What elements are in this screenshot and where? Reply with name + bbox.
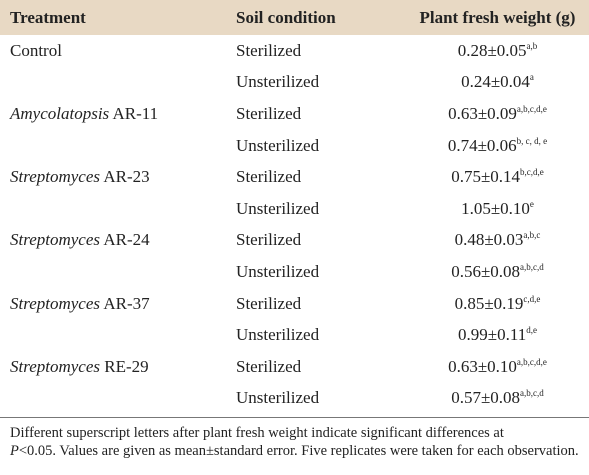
genus: Streptomyces <box>10 230 101 250</box>
weight: 0.63±0.09 <box>448 103 517 123</box>
footnote: Different superscript letters after plan… <box>0 417 589 460</box>
strain: AR-23 <box>103 167 150 187</box>
significance: b, c, d, e <box>516 135 548 146</box>
treatment-cell <box>0 256 236 288</box>
strain: RE-29 <box>104 356 149 376</box>
soil-condition: Unsterilized <box>236 388 320 408</box>
note-text: Different superscript letters after plan… <box>10 425 504 442</box>
treatment-cell <box>0 383 236 415</box>
note-text: P <box>10 443 19 460</box>
weight: 0.48±0.03 <box>454 230 524 250</box>
significance: b,c,d,e <box>520 167 544 178</box>
table-row: Unsterilized 0.57±0.08a,b,c,d <box>0 383 589 415</box>
weight: 1.05±0.10 <box>461 198 530 218</box>
treatment-cell <box>0 130 236 162</box>
table-row: Streptomyces AR-37 Sterilized 0.85±0.19c,d… <box>0 288 589 320</box>
significance: a,b,c,d,e <box>516 356 547 367</box>
weight-cell: 0.63±0.09a,b,c,d,e <box>406 98 589 130</box>
data-table: Treatment Soil condition Plant fresh wei… <box>0 0 589 414</box>
soil-condition: Unsterilized <box>236 261 320 281</box>
treatment-cell: Streptomyces AR-37 <box>0 288 236 320</box>
table-row: Streptomyces RE-29 Sterilized 0.63±0.10a,b… <box>0 351 589 383</box>
significance: a,b,c,d <box>520 388 544 399</box>
weight-cell: 0.99±0.11d,e <box>406 319 589 351</box>
treatment-cell: Control <box>0 35 236 67</box>
column-header: Soil condition <box>236 0 406 35</box>
weight: 0.56±0.08 <box>451 261 521 281</box>
weight-cell: 0.75±0.14b,c,d,e <box>406 161 589 193</box>
treatment-cell: Streptomyces AR-24 <box>0 225 236 257</box>
table-row: Streptomyces AR-23 Sterilized 0.75±0.14b,c… <box>0 161 589 193</box>
column-header: Plant fresh weight (g) <box>406 0 589 35</box>
treatment-cell <box>0 193 236 225</box>
weight: 0.75±0.14 <box>451 167 521 187</box>
table-row: Unsterilized 0.74±0.06b, c, d, e <box>0 130 589 162</box>
weight-cell: 0.28±0.05a,b <box>406 35 589 67</box>
strain: AR-11 <box>112 103 159 123</box>
weight-cell: 0.85±0.19c,d,e <box>406 288 589 320</box>
soil-condition: Unsterilized <box>236 325 320 345</box>
header-row: Treatment Soil condition Plant fresh wei… <box>0 0 589 35</box>
table-row: Control Sterilized 0.28±0.05a,b <box>0 35 589 67</box>
table-row: Streptomyces AR-24 Sterilized 0.48±0.03a,b… <box>0 225 589 257</box>
weight: 0.85±0.19 <box>454 293 524 313</box>
weight-cell: 0.74±0.06b, c, d, e <box>406 130 589 162</box>
weight: 0.28±0.05 <box>457 40 527 60</box>
weight: 0.63±0.10 <box>448 356 517 376</box>
soil-condition: Sterilized <box>236 167 302 187</box>
treatment-cell <box>0 319 236 351</box>
weight-cell: 0.56±0.08a,b,c,d <box>406 256 589 288</box>
weight-cell: 0.63±0.10a,b,c,d,e <box>406 351 589 383</box>
significance: c,d,e <box>523 293 541 304</box>
table-body: Control Sterilized 0.28±0.05a,b Unsterilize… <box>0 35 589 414</box>
soil-condition: Unsterilized <box>236 198 320 218</box>
significance: a,b,c <box>523 230 541 241</box>
weight: 0.74±0.06 <box>447 135 517 155</box>
table-row: Unsterilized 0.99±0.11d,e <box>0 319 589 351</box>
genus: Streptomyces <box>10 167 101 187</box>
strain: AR-24 <box>103 230 150 250</box>
weight-cell: 0.48±0.03a,b,c <box>406 225 589 257</box>
soil-condition: Unsterilized <box>236 135 320 155</box>
soil-condition: Sterilized <box>236 293 302 313</box>
weight-cell: 1.05±0.10e <box>406 193 589 225</box>
treatment-cell: Amycolatopsis AR-11 <box>0 98 236 130</box>
column-header: Treatment <box>0 0 236 35</box>
weight: 0.57±0.08 <box>451 388 521 408</box>
significance: a,b <box>526 40 538 51</box>
table-row: Unsterilized 1.05±0.10e <box>0 193 589 225</box>
table-row: Unsterilized 0.56±0.08a,b,c,d <box>0 256 589 288</box>
weight-cell: 0.57±0.08a,b,c,d <box>406 383 589 415</box>
treatment-cell <box>0 67 236 99</box>
genus: Amycolatopsis <box>10 103 110 123</box>
soil-condition: Sterilized <box>236 230 302 250</box>
weight-cell: 0.24±0.04a <box>406 67 589 99</box>
genus: Streptomyces <box>10 293 101 313</box>
soil-condition: Sterilized <box>236 103 302 123</box>
significance: a,b,c,d <box>520 261 544 272</box>
strain: AR-37 <box>103 293 150 313</box>
significance: a <box>529 72 534 83</box>
significance: a,b,c,d,e <box>516 103 547 114</box>
note-text: <0.05. Values are given as mean±standard… <box>18 443 579 460</box>
weight: 0.99±0.11 <box>458 325 527 345</box>
table-row: Amycolatopsis AR-11 Sterilized 0.63±0.09a,… <box>0 98 589 130</box>
significance: d,e <box>526 325 537 336</box>
soil-condition: Unsterilized <box>236 72 320 92</box>
significance: e <box>529 198 534 209</box>
weight: 0.24±0.04 <box>461 72 530 92</box>
treatment: Control <box>10 40 62 60</box>
soil-condition: Sterilized <box>236 40 302 60</box>
treatment-cell: Streptomyces RE-29 <box>0 351 236 383</box>
table-row: Unsterilized 0.24±0.04a <box>0 67 589 99</box>
soil-condition: Sterilized <box>236 356 302 376</box>
genus: Streptomyces <box>10 356 101 376</box>
treatment-cell: Streptomyces AR-23 <box>0 161 236 193</box>
